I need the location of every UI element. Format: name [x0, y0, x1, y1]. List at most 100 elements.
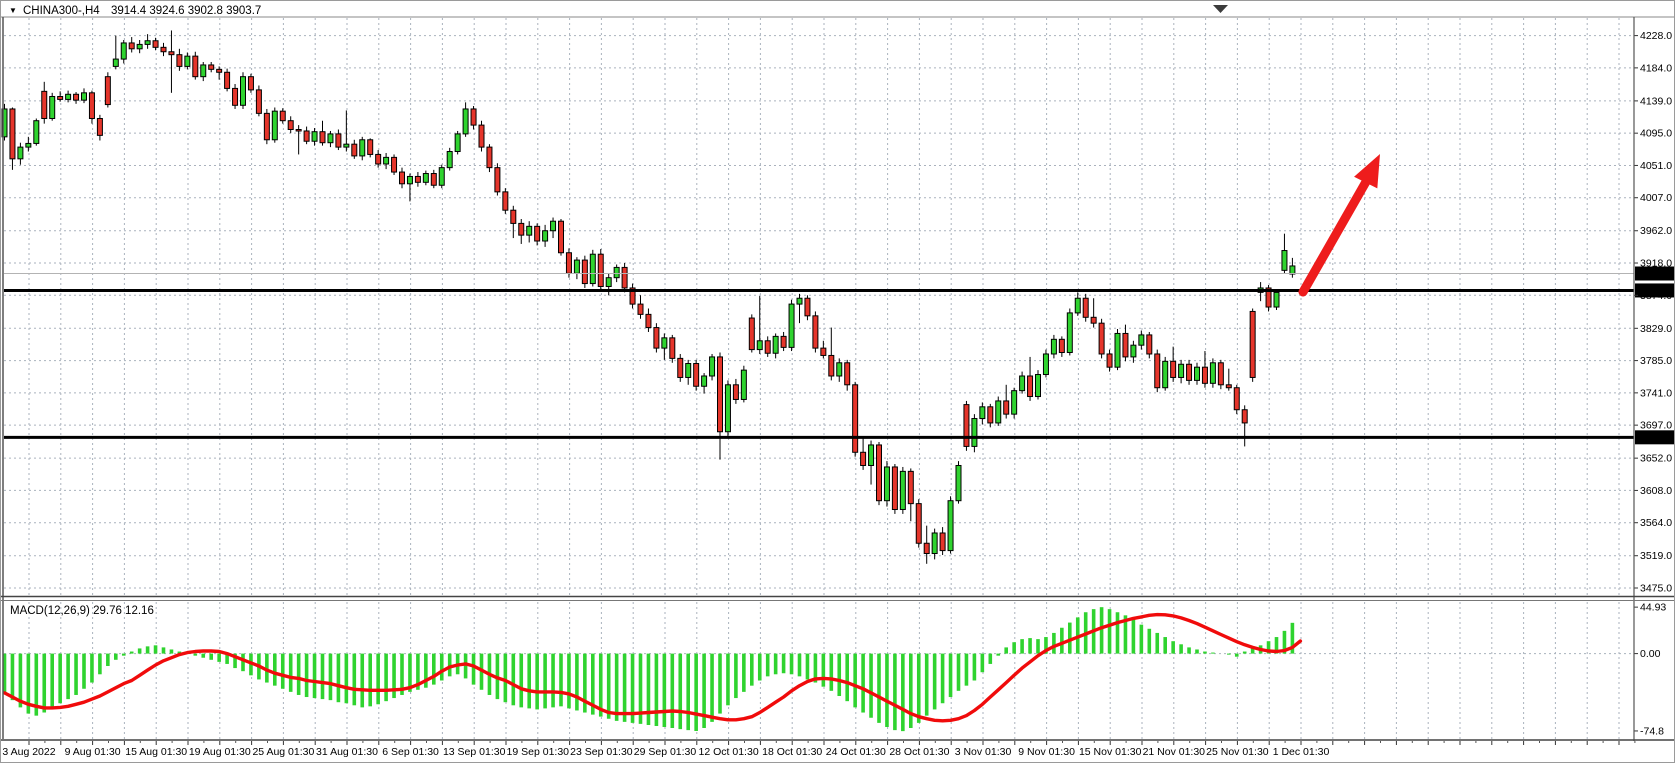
candle [232, 84, 239, 109]
macd-signal-line [2, 612, 1303, 723]
candle [828, 327, 835, 381]
candle [1178, 359, 1185, 384]
panel-frames [1, 16, 1674, 741]
candle [160, 42, 167, 57]
candle [319, 120, 326, 146]
candle [1114, 329, 1121, 371]
candle [88, 90, 95, 124]
candle [955, 461, 962, 504]
candle [383, 152, 390, 170]
candle [1209, 358, 1216, 388]
price-tick-label: 4051.0 [1640, 160, 1672, 172]
price-tick-label: 3874.0 [1640, 290, 1672, 302]
candle [796, 293, 803, 324]
axes: 4228.0 4184.0 4139.0 4095.0 4051.0 4007.0 3962… [2, 30, 1672, 758]
candle [740, 365, 747, 403]
candle [1011, 387, 1018, 419]
candle [216, 66, 223, 80]
time-axis-label: 19 Sep 01:30 [507, 746, 570, 758]
candle [923, 525, 930, 564]
candle [685, 359, 692, 385]
candle [1019, 371, 1026, 394]
symbol-dropdown-icon[interactable]: ▼ [9, 6, 17, 15]
candle [1058, 336, 1065, 357]
time-axis-label: 24 Oct 01:30 [826, 746, 886, 758]
macd-indicator [2, 607, 1303, 732]
candle [534, 223, 541, 246]
candle [963, 400, 970, 451]
candle [335, 129, 342, 151]
candle [860, 437, 867, 470]
price-tick-label: 3962.0 [1640, 225, 1672, 237]
candle [41, 81, 48, 124]
candlestick-series[interactable] [1, 30, 1296, 564]
candle [820, 340, 827, 359]
candle [343, 110, 350, 152]
price-tick-label: 4139.0 [1640, 95, 1672, 107]
candle [1281, 233, 1288, 274]
price-badge-current-price: 3903.7 [1635, 266, 1674, 281]
candle [271, 107, 278, 143]
candle [1162, 356, 1169, 391]
candle [263, 108, 270, 145]
time-axis-label: 21 Nov 01:30 [1143, 746, 1206, 758]
candle [486, 144, 493, 173]
chart-header: ▼ CHINA300-,H4 3914.4 3924.6 3902.8 3903… [9, 5, 261, 17]
candle [971, 414, 978, 453]
candle [558, 219, 564, 256]
candle [1249, 308, 1256, 382]
candle [1082, 293, 1089, 322]
trend-arrow-annotation[interactable] [1298, 154, 1380, 297]
candle [748, 314, 755, 353]
price-badge-resistance-line: 3880.6 [1635, 283, 1674, 298]
macd-tick-label: -74.8 [1640, 725, 1664, 737]
candle [701, 373, 708, 394]
candle [208, 62, 215, 73]
candle [804, 295, 811, 321]
candle [470, 106, 477, 130]
candle [96, 114, 103, 141]
candle [144, 34, 151, 49]
candle [677, 353, 684, 382]
candle [462, 102, 469, 137]
candle [1201, 351, 1208, 388]
candle [724, 380, 731, 437]
candle [645, 308, 652, 332]
time-axis-label: 18 Oct 01:30 [762, 746, 822, 758]
candle [446, 147, 453, 171]
candle [581, 255, 588, 288]
candle [255, 85, 262, 117]
candle [287, 116, 294, 134]
candle [351, 139, 358, 159]
candle [1194, 362, 1200, 385]
candle [327, 130, 334, 148]
candle [65, 90, 72, 103]
ohlc-values: 3914.4 3924.6 3902.8 3903.7 [111, 5, 261, 17]
candle [709, 353, 716, 381]
candle [1225, 368, 1232, 391]
price-tick-label: 3697.0 [1640, 420, 1672, 432]
candle [812, 311, 819, 353]
candle [550, 217, 557, 239]
candle [637, 295, 644, 319]
candle [279, 108, 286, 124]
time-axis-label: 25 Aug 01:30 [252, 746, 314, 758]
chart-shift-marker-icon[interactable] [1213, 5, 1228, 13]
price-tick-label: 3785.0 [1640, 355, 1672, 367]
candle [844, 359, 851, 391]
candle [502, 188, 509, 214]
candle [184, 52, 191, 70]
candle [399, 167, 405, 189]
candle [359, 136, 366, 161]
candle [732, 378, 739, 404]
candle [1138, 330, 1145, 350]
horizontal-level-lines[interactable]: 3903.7 3880.6 3680.4 [4, 266, 1675, 445]
price-tick-label: 3829.0 [1640, 323, 1672, 335]
candle [1003, 384, 1010, 419]
candle [311, 128, 318, 146]
candle [1273, 289, 1280, 310]
price-tick-label: 3564.0 [1640, 517, 1672, 529]
candle [454, 130, 461, 155]
candle [629, 283, 636, 309]
